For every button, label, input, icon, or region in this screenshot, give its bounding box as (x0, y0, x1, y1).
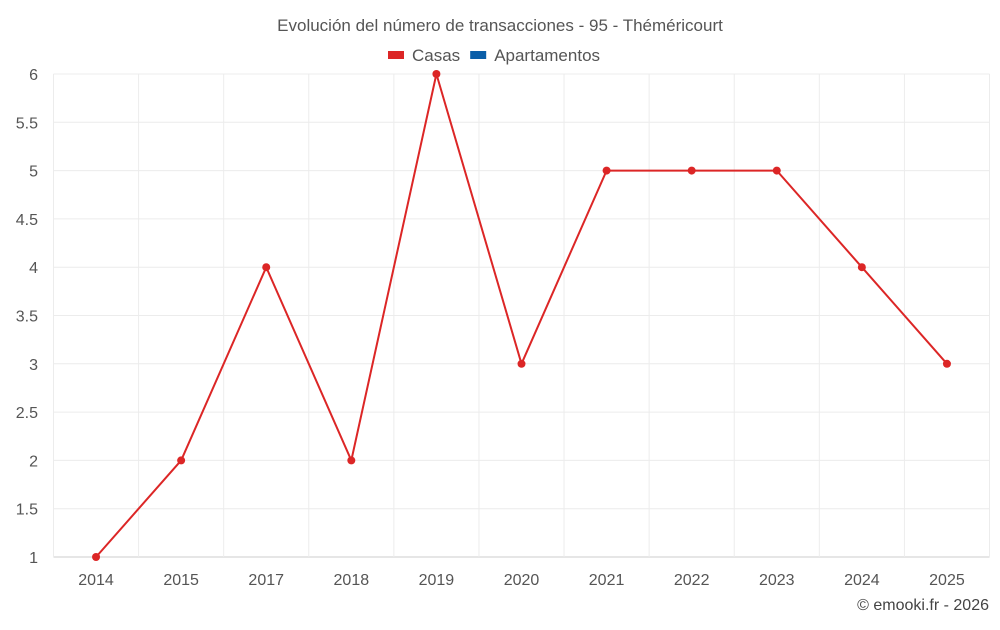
x-tick-label: 2018 (334, 572, 370, 589)
y-tick-label: 1.5 (16, 502, 38, 519)
y-tick-label: 3 (29, 357, 38, 374)
x-tick-label: 2014 (78, 572, 114, 589)
chart-title: Evolución del número de transacciones - … (277, 16, 723, 35)
y-tick-label: 6 (29, 67, 38, 84)
y-axis: 1 1.5 2 2.5 3 3.5 4 4.5 5 5.5 6 (16, 67, 38, 567)
x-tick-label: 2019 (419, 572, 455, 589)
data-point (517, 359, 526, 368)
y-tick-label: 2 (29, 453, 38, 470)
x-tick-label: 2024 (844, 572, 880, 589)
y-tick-label: 4.5 (16, 212, 38, 229)
x-tick-label: 2023 (759, 572, 795, 589)
data-point (857, 263, 866, 272)
data-point (602, 166, 611, 175)
x-tick-label: 2021 (589, 572, 625, 589)
x-tick-label: 2025 (929, 572, 965, 589)
data-point (942, 359, 951, 368)
data-point (432, 70, 441, 78)
y-tick-label: 3.5 (16, 309, 38, 326)
y-tick-label: 5.5 (16, 115, 38, 132)
data-point (92, 553, 101, 561)
x-tick-label: 2022 (674, 572, 710, 589)
series (92, 70, 951, 561)
legend: Casas Apartamentos (388, 46, 600, 65)
x-axis: 2014 2015 2017 2018 2019 2020 2021 2022 2023 2024… (78, 572, 965, 589)
y-tick-label: 5 (29, 164, 38, 181)
grid (53, 73, 990, 558)
data-point (262, 263, 271, 272)
legend-swatch-casas (388, 51, 404, 59)
x-tick-label: 2015 (163, 572, 199, 589)
data-point (347, 456, 356, 465)
legend-swatch-apartamentos (470, 51, 487, 59)
y-tick-label: 4 (29, 260, 38, 277)
data-point (177, 456, 186, 465)
y-tick-label: 1 (29, 550, 38, 567)
legend-label-apartamentos: Apartamentos (494, 46, 600, 65)
legend-label-casas: Casas (412, 46, 460, 65)
y-tick-label: 2.5 (16, 405, 38, 422)
data-point (687, 166, 696, 175)
credit-text: © emooki.fr - 2026 (857, 597, 989, 614)
x-tick-label: 2017 (248, 572, 284, 589)
x-tick-label: 2020 (504, 572, 540, 589)
data-point (772, 166, 781, 175)
